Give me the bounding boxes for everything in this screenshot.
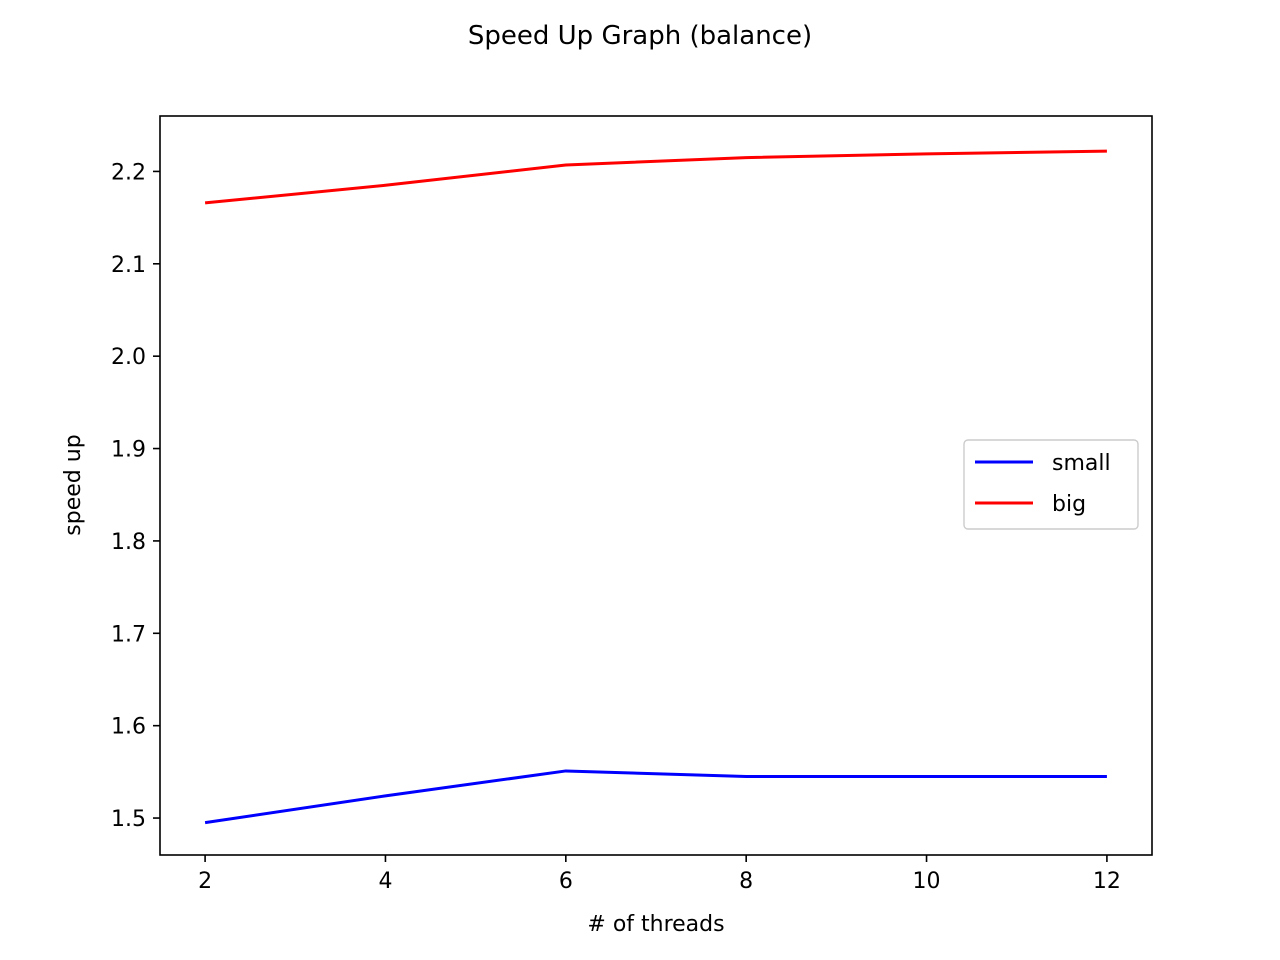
y-tick-label: 1.5	[111, 807, 146, 832]
legend-label-big: big	[1052, 492, 1086, 517]
series-line-small	[204, 769, 1107, 825]
y-tick-label: 2.0	[111, 345, 146, 370]
y-tick-label: 1.7	[111, 622, 146, 647]
x-axis-ticks: 2 4 6 8 10 12	[198, 855, 1121, 894]
legend-frame	[963, 439, 1139, 530]
y-axis-ticks: 1.5 1.6 1.7 1.8 1.9 2.0 2.1 2.2	[111, 160, 160, 832]
x-tick-label: 8	[739, 869, 753, 894]
legend: small big	[963, 439, 1139, 530]
y-tick-label: 1.9	[111, 438, 146, 463]
x-tick-label: 6	[559, 869, 573, 894]
legend-label-small: small	[1052, 451, 1111, 476]
plot-area-frame	[159, 115, 1153, 856]
chart-title: Speed Up Graph (balance)	[468, 21, 812, 51]
x-tick-label: 4	[378, 869, 392, 894]
x-tick-label: 2	[198, 869, 212, 894]
y-axis-label: speed up	[61, 434, 86, 535]
series-lines	[204, 149, 1107, 825]
x-tick-label: 10	[913, 869, 941, 894]
x-tick-label: 12	[1093, 869, 1121, 894]
x-axis-label: # of threads	[587, 912, 724, 937]
y-tick-label: 2.2	[111, 160, 146, 185]
y-tick-label: 2.1	[111, 253, 146, 278]
y-tick-label: 1.6	[111, 715, 146, 740]
y-tick-label: 1.8	[111, 530, 146, 555]
series-line-big	[204, 149, 1107, 205]
